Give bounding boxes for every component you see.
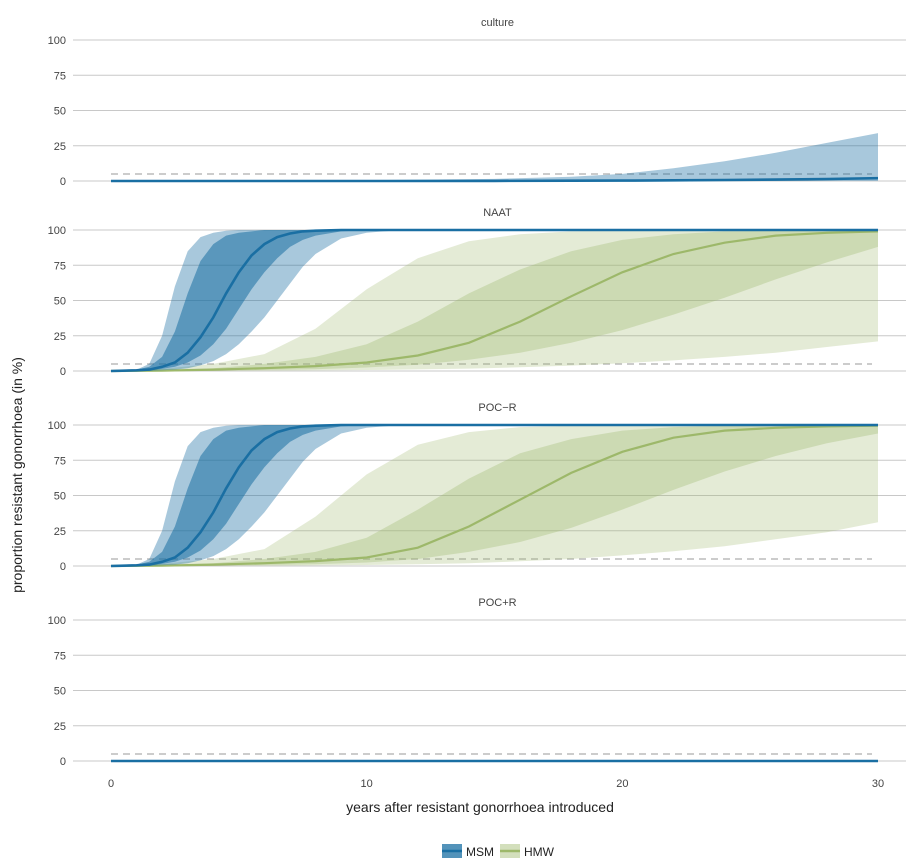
inner-band-hmw bbox=[111, 425, 878, 566]
y-tick-label: 25 bbox=[54, 331, 66, 343]
y-tick-label: 100 bbox=[48, 35, 66, 47]
y-tick-label: 75 bbox=[54, 70, 66, 82]
outer-band-msm bbox=[111, 230, 878, 371]
median-line-msm bbox=[111, 176, 879, 183]
y-tick-label: 75 bbox=[54, 455, 66, 467]
legend: MSM HMW bbox=[442, 844, 555, 859]
y-tick-label: 50 bbox=[54, 686, 66, 698]
series-msm bbox=[110, 423, 878, 568]
panel-3: POC+R 0 25 50 75 100 bbox=[48, 597, 906, 768]
y-axis-title: proportion resistant gonorrhoea (in %) bbox=[9, 357, 25, 593]
y-tick-label: 75 bbox=[54, 650, 66, 662]
y-tick-label: 100 bbox=[48, 615, 66, 627]
panel-1: NAAT 0 25 50 75 100 bbox=[48, 207, 906, 378]
panel-0: culture 0 25 50 75 100 bbox=[48, 17, 906, 188]
median-line-msm bbox=[110, 423, 878, 568]
chart-panels: culture 0 25 50 75 100 NAAT 0 25 50 75 100 POC−R 0 25 5… bbox=[48, 17, 906, 768]
legend-item-hmw: HMW bbox=[500, 844, 555, 859]
y-tick-label: 75 bbox=[54, 260, 66, 272]
inner-band-msm bbox=[111, 425, 878, 566]
x-tick-label: 0 bbox=[108, 778, 114, 790]
y-tick-label: 100 bbox=[48, 420, 66, 432]
panel-title: POC+R bbox=[478, 597, 516, 609]
panel-2: POC−R 0 25 50 75 100 bbox=[48, 402, 906, 573]
y-tick-label: 25 bbox=[54, 721, 66, 733]
y-tick-label: 50 bbox=[54, 296, 66, 308]
median-line-msm bbox=[110, 228, 878, 373]
outer-band-msm bbox=[111, 133, 878, 181]
series-hmw bbox=[110, 230, 879, 373]
legend-label: HMW bbox=[524, 845, 555, 859]
y-tick-label: 0 bbox=[60, 176, 66, 188]
outer-band-hmw bbox=[111, 230, 878, 371]
x-tick-label: 20 bbox=[616, 778, 628, 790]
y-tick-label: 50 bbox=[54, 106, 66, 118]
y-tick-label: 100 bbox=[48, 225, 66, 237]
series-msm bbox=[110, 228, 878, 373]
outer-band-msm bbox=[111, 425, 878, 566]
inner-band-hmw bbox=[111, 230, 878, 371]
y-tick-label: 50 bbox=[54, 491, 66, 503]
x-axis-title: years after resistant gonorrhoea introdu… bbox=[346, 799, 614, 815]
median-line-hmw bbox=[110, 424, 879, 568]
legend-label: MSM bbox=[466, 845, 494, 859]
x-axis: 0 10 20 30 bbox=[108, 778, 884, 790]
outer-band-hmw bbox=[111, 425, 878, 566]
panel-title: POC−R bbox=[478, 402, 516, 414]
x-tick-label: 10 bbox=[361, 778, 373, 790]
series-hmw bbox=[110, 424, 879, 568]
median-line-hmw bbox=[110, 230, 879, 373]
y-tick-label: 0 bbox=[60, 366, 66, 378]
legend-item-msm: MSM bbox=[442, 844, 494, 859]
y-tick-label: 25 bbox=[54, 526, 66, 538]
y-tick-label: 0 bbox=[60, 756, 66, 768]
panel-title: NAAT bbox=[483, 207, 512, 219]
panel-title: culture bbox=[481, 17, 514, 29]
x-tick-label: 30 bbox=[872, 778, 884, 790]
series-msm bbox=[111, 133, 879, 183]
y-tick-label: 25 bbox=[54, 141, 66, 153]
y-tick-label: 0 bbox=[60, 561, 66, 573]
inner-band-msm bbox=[111, 230, 878, 371]
